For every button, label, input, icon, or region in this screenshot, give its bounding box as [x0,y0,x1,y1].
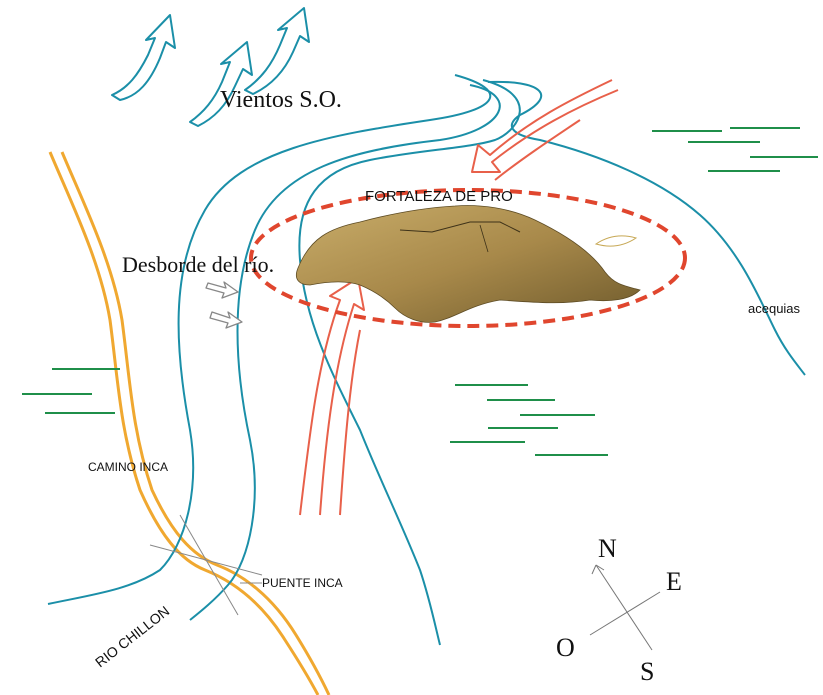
label-inca-bridge: PUENTE INCA [262,576,343,590]
label-river: RIO CHILLON [92,603,172,671]
label-winds: Vientos S.O. [220,87,342,113]
river-channels [47,74,806,646]
inca-road-line-right [60,151,331,695]
wind-arrows [111,7,310,127]
compass-arrow-icon [591,564,605,575]
fields [22,127,818,456]
hill-ridge [399,221,521,233]
overflow-arrow-2 [209,311,243,329]
fields-center [450,384,608,456]
wind-arrow-1 [111,14,176,101]
fortress-ring [249,188,687,328]
label-fortress: FORTALEZA DE PRO [365,188,513,205]
compass-west: O [556,633,575,662]
fields-northeast [652,127,818,172]
red-arrow-south-2 [339,329,361,516]
red-arrow-northeast [471,79,619,173]
river-bank-mid [189,84,501,621]
hill-shape [295,205,641,323]
fortress-hill [295,205,641,323]
overflow-arrows [205,281,243,329]
compass: N E O S [556,534,682,686]
hill-ridge-2 [479,224,489,253]
river-bank-outer [47,74,492,605]
fields-west [22,368,120,414]
river-bank-inner [298,79,521,646]
label-canals: acequias [748,301,801,316]
river-arm-east [487,80,806,376]
bridge-lines [149,514,263,616]
label-inca-road: CAMINO INCA [88,460,168,474]
inca-road [48,151,331,695]
compass-north: N [598,534,617,563]
wind-arrow-2 [189,41,253,127]
overflow-arrow-1 [205,281,239,299]
inca-road-line-left [48,151,320,695]
compass-ns-line [595,564,653,651]
wind-arrow-3 [244,7,310,95]
compass-south: S [640,657,654,686]
compass-east: E [666,567,682,596]
red-arrow-north [494,119,581,181]
leaf-mark [594,235,638,247]
label-overflow: Desborde del río. [122,252,274,277]
compass-ew-line [589,591,661,636]
